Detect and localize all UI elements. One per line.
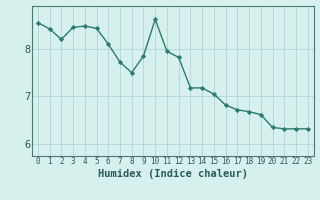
X-axis label: Humidex (Indice chaleur): Humidex (Indice chaleur) bbox=[98, 169, 248, 179]
